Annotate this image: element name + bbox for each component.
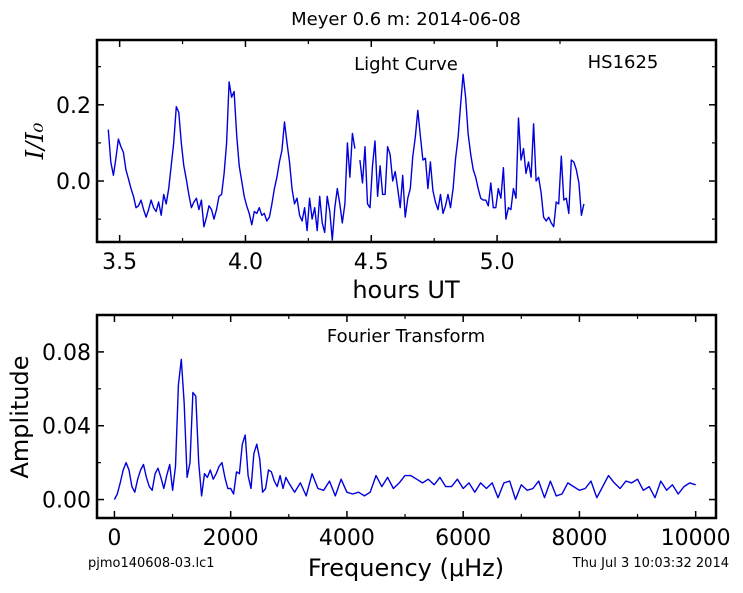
fourier-series	[113, 358, 696, 501]
light-curve-panel: 3.5 4.0 4.5 5.0 0.0 0.2 Light Curve HS1625 ho…	[21, 38, 718, 304]
fourier-series-line-1	[113, 358, 696, 501]
fourier-ticks: 0 2000 4000 6000 8000 10000 0.00 0.04 0.08	[42, 314, 731, 551]
footer-timestamp: Thu Jul 3 10:03:32 2014	[572, 556, 729, 571]
fourier-ytick-label: 0.08	[42, 341, 91, 366]
light-curve-annotation: Light Curve	[354, 54, 458, 75]
light-curve-xtick-label: 4.0	[228, 250, 263, 275]
figure-title: Meyer 0.6 m: 2014-06-08	[291, 9, 521, 30]
light-curve-frame	[95, 38, 718, 244]
fourier-xtick-label: 8000	[551, 526, 607, 551]
fourier-panel: 0 2000 4000 6000 8000 10000 0.00 0.04 0.08 Fouri…	[6, 313, 731, 582]
fourier-xtick-label: 2000	[203, 526, 259, 551]
fourier-annotation: Fourier Transform	[327, 326, 485, 347]
star-name-annotation: HS1625	[588, 52, 659, 73]
fourier-xtick-label: 10000	[661, 526, 731, 551]
light-curve-ytick-label: 0.2	[56, 94, 91, 119]
light-curve-xtick-label: 3.5	[102, 250, 137, 275]
light-curve-xtick-label: 4.5	[354, 250, 389, 275]
light-curve-xtick-label: 5.0	[480, 250, 515, 275]
light-curve-series	[107, 73, 585, 241]
fourier-xtick-label: 4000	[319, 526, 375, 551]
light-curve-xlabel: hours UT	[352, 276, 460, 304]
light-curve-ylabel: I/I₀	[21, 122, 49, 160]
light-curve-ytick-label: 0.0	[56, 170, 91, 195]
fourier-ytick-label: 0.04	[42, 415, 91, 440]
light-curve-series-line-1-segment-1	[107, 81, 356, 241]
footer-filename: pjmo140608-03.lc1	[88, 556, 215, 571]
fourier-xtick-label: 0	[107, 526, 121, 551]
fourier-xlabel: Frequency (μHz)	[308, 554, 504, 582]
light-curve-series-line-1-segment-2	[359, 73, 585, 228]
fourier-ytick-label: 0.00	[42, 489, 91, 514]
fourier-xtick-label: 6000	[435, 526, 491, 551]
fourier-frame	[95, 313, 718, 520]
light-curve-ticks: 3.5 4.0 4.5 5.0 0.0 0.2	[56, 40, 716, 275]
fourier-ylabel: Amplitude	[6, 356, 34, 479]
